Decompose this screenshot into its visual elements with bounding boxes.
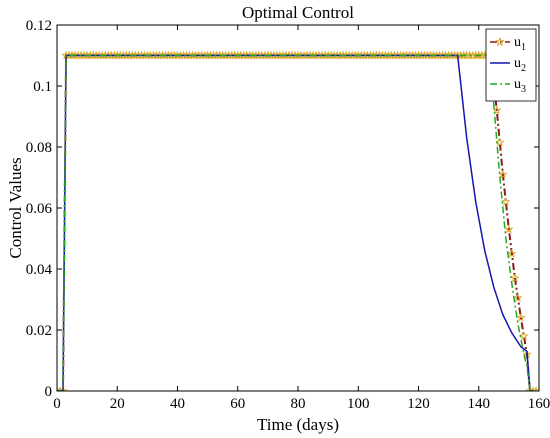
legend-label-subscript: 1 [521,42,526,53]
x-tick-label: 60 [230,396,245,412]
x-axis-label: Time (days) [257,415,339,434]
legend-box [485,28,537,102]
legend-label-subscript: 2 [521,63,526,74]
y-axis-label: Control Values [6,157,25,258]
x-tick-label: 120 [407,396,430,412]
legend-label-u1: u1 [514,35,526,53]
series-marker-u1 [501,197,511,206]
y-tick-label: 0.1 [33,79,52,95]
y-tick-label: 0.06 [26,201,53,217]
series-marker-u1 [519,331,529,340]
series-marker-u1 [492,105,502,115]
y-tick-label: 0.12 [26,18,52,34]
x-tick-label: 80 [291,396,306,412]
series-layer [57,50,539,391]
series-marker-u1 [58,386,68,391]
y-tick-label: 0.08 [26,140,52,156]
series-marker-u1 [495,137,505,147]
x-tick-label: 160 [528,396,550,412]
series-marker-u1 [507,248,517,258]
legend-label-u3: u3 [514,77,526,95]
series-marker-u1 [516,313,526,322]
legend-label-base: u [514,35,521,50]
legend-marker-u1 [495,36,505,47]
series-marker-u1 [504,224,514,234]
legend-label-subscript: 3 [521,84,526,95]
chart-title: Optimal Control [242,3,354,22]
y-tick-label: 0.02 [26,323,52,339]
series-line-u3 [57,54,531,391]
legend-label-u2: u2 [514,56,526,74]
series-marker-u1 [498,169,508,179]
x-tick-label: 0 [53,396,61,412]
series-marker-u1 [513,293,523,302]
x-tick-label: 140 [468,396,491,412]
y-tick-label: 0 [45,384,53,400]
legend-label-base: u [514,56,521,71]
x-tick-label: 20 [110,396,125,412]
series-marker-u1 [510,273,520,283]
x-tick-label: 40 [170,396,185,412]
y-tick-label: 0.04 [26,262,53,278]
axis-ticks: 0 20 40 60 80 100 120 140 160 0 0.02 0.04 0.06 0.08 0.… [26,18,550,412]
x-tick-label: 100 [347,396,370,412]
legend-label-base: u [514,77,521,92]
